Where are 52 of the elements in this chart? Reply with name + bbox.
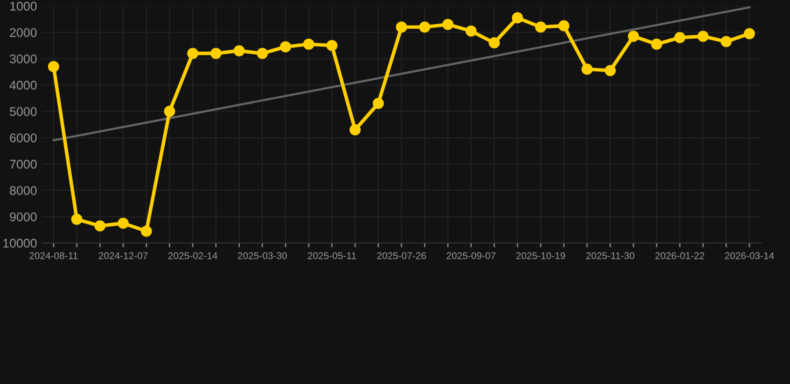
point — [71, 214, 82, 225]
x-tick-label: 2025-09-07 — [446, 252, 496, 260]
x-tick-label: 2025-03-30 — [238, 252, 287, 260]
point — [94, 220, 106, 232]
point — [558, 20, 570, 32]
y-tick-label: 10000 — [3, 238, 37, 248]
point — [140, 226, 152, 237]
x-tick-label: 2026-03-14 — [725, 252, 774, 260]
point — [674, 32, 686, 44]
x-tick-label: 2025-05-11 — [308, 252, 356, 260]
point — [697, 30, 709, 42]
point — [256, 48, 268, 59]
point — [118, 218, 129, 229]
point — [488, 37, 500, 48]
point — [419, 22, 430, 33]
y-tick-label: 2000 — [10, 28, 37, 37]
point — [604, 64, 616, 76]
x-tick-label: 2025-11-30 — [586, 252, 634, 260]
point — [720, 36, 732, 48]
point — [535, 22, 546, 33]
point — [210, 48, 222, 59]
y-tick-label: 6000 — [10, 133, 37, 142]
point — [442, 18, 454, 30]
point — [164, 106, 176, 117]
x-tick-label: 2025-10-19 — [516, 252, 566, 260]
point — [628, 30, 639, 42]
point — [280, 41, 292, 52]
point — [651, 38, 662, 50]
y-tick-label: 1000 — [10, 2, 37, 11]
x-tick-label: 2025-02-14 — [168, 252, 218, 260]
point — [396, 22, 408, 33]
y-tick-label: 3000 — [10, 54, 37, 64]
y-tick-label: 7000 — [10, 160, 37, 169]
x-tick-label: 2024-12-07 — [98, 252, 148, 260]
x-tick-label: 2026-01-22 — [655, 252, 704, 260]
point — [350, 124, 361, 136]
x-tick-label: 2024-08-11 — [30, 252, 78, 260]
point — [372, 98, 384, 109]
point — [187, 48, 198, 59]
y-tick-label: 8000 — [10, 186, 37, 195]
point — [326, 40, 338, 52]
point — [303, 38, 314, 50]
y-tick-label: 5000 — [10, 107, 37, 116]
point — [581, 64, 593, 75]
x-tick-label: 2025-07-26 — [377, 252, 426, 260]
point — [234, 45, 245, 56]
point — [466, 25, 477, 37]
point — [512, 12, 524, 24]
y-tick-label: 4000 — [10, 80, 37, 90]
y-tick-label: 9000 — [10, 212, 37, 222]
point — [744, 28, 755, 40]
point — [48, 61, 60, 72]
